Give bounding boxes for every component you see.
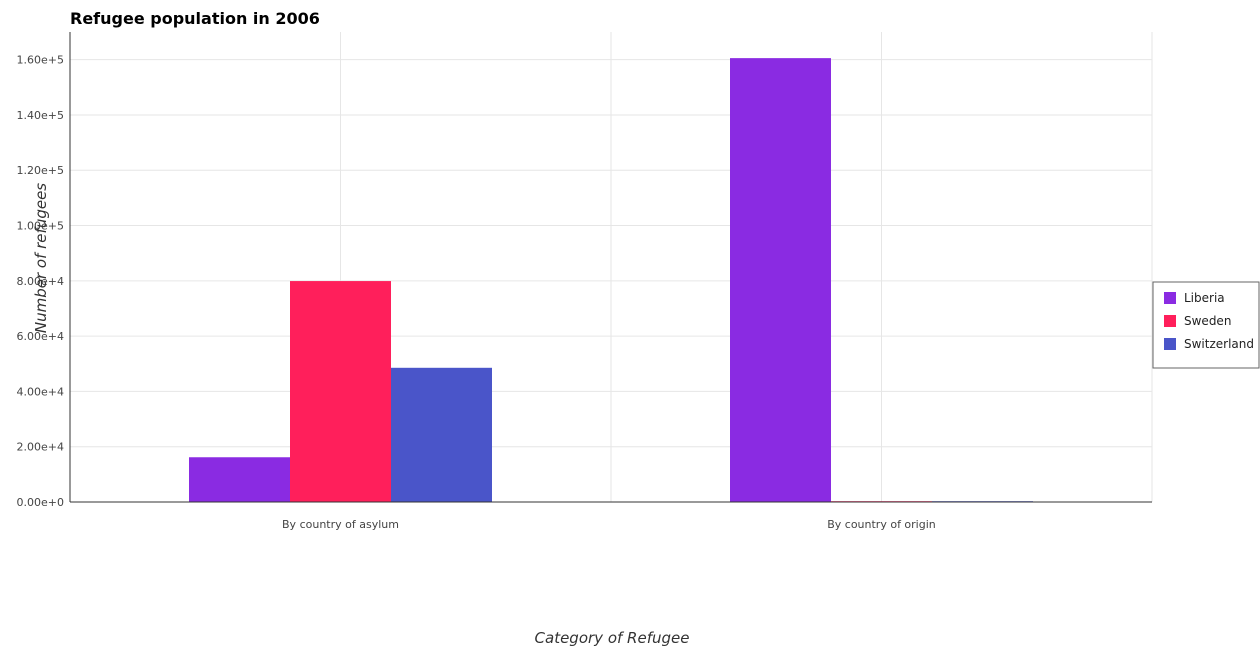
axes [69, 32, 1152, 503]
y-tick-label: 1.40e+5 [17, 109, 64, 122]
legend-swatch-sweden [1164, 315, 1176, 327]
x-axis-label: Category of Refugee [535, 629, 690, 647]
bar-switzerland-0 [391, 367, 492, 502]
y-tick-label: 1.00e+5 [17, 220, 64, 233]
bar-liberia-0 [189, 457, 290, 502]
chart-title: Refugee population in 2006 [70, 9, 320, 28]
legend-label-liberia: Liberia [1184, 291, 1225, 305]
x-tick-label: By country of origin [827, 518, 936, 531]
legend-label-switzerland: Switzerland [1184, 337, 1254, 351]
y-axis-label: Number of refugees [32, 183, 50, 333]
legend-swatch-liberia [1164, 292, 1176, 304]
legend-label-sweden: Sweden [1184, 314, 1231, 328]
ticks: 0.00e+0 2.00e+4 4.00e+4 6.00e+4 8.00e+4 1.00e… [17, 54, 936, 531]
bar-sweden-0 [290, 281, 391, 502]
y-tick-label: 2.00e+4 [17, 441, 64, 454]
y-tick-label: 1.60e+5 [17, 54, 64, 67]
x-tick-label: By country of asylum [282, 518, 399, 531]
y-tick-label: 0.00e+0 [17, 496, 64, 509]
y-tick-label: 6.00e+4 [17, 330, 64, 343]
legend-swatch-switzerland [1164, 338, 1176, 350]
y-tick-label: 1.20e+5 [17, 164, 64, 177]
y-tick-label: 8.00e+4 [17, 275, 64, 288]
grid [69, 32, 1153, 503]
y-tick-label: 4.00e+4 [17, 385, 64, 398]
bar-liberia-1 [730, 58, 831, 503]
legend: Liberia Sweden Switzerland [1152, 281, 1260, 369]
bars [189, 58, 1033, 503]
